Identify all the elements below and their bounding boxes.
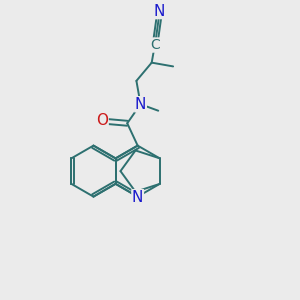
- Text: N: N: [135, 97, 146, 112]
- Text: N: N: [154, 4, 165, 19]
- Text: O: O: [96, 113, 108, 128]
- Text: C: C: [150, 38, 160, 52]
- Text: N: N: [132, 190, 143, 205]
